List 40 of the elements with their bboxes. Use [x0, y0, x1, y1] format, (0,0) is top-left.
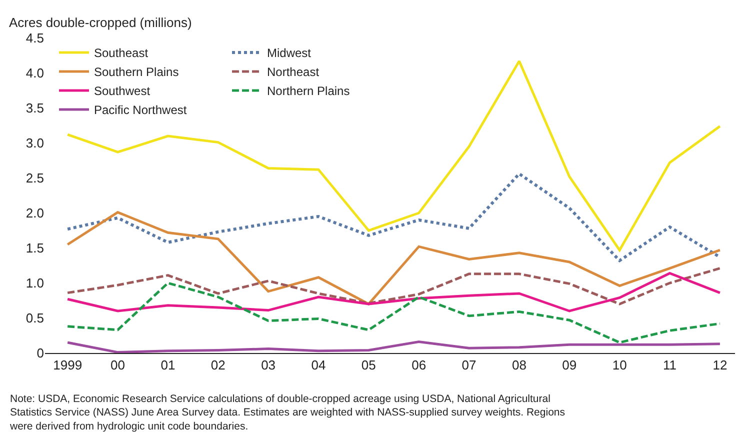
line-series [66, 267, 722, 306]
legend-label: Southeast [94, 46, 149, 60]
x-tick-label: 00 [110, 358, 125, 373]
x-tick-label: 05 [361, 358, 376, 373]
x-tick-label: 04 [311, 358, 326, 373]
x-tick-label: 08 [512, 358, 526, 373]
line-series [66, 340, 722, 353]
x-tick-label: 12 [712, 358, 728, 373]
y-tick-label: 1.0 [26, 276, 44, 291]
y-tick-label: 2.5 [26, 170, 44, 186]
x-tick-label: 02 [210, 358, 226, 373]
line-series [66, 172, 722, 262]
x-tick-label: 1999 [53, 358, 82, 373]
legend-label: Midwest [267, 46, 312, 60]
x-tick-label: 07 [462, 358, 476, 373]
y-tick-label: 0.5 [26, 310, 44, 326]
x-tick-label: 06 [412, 358, 426, 373]
legend-label: Northeast [267, 65, 320, 80]
line-series [66, 272, 722, 312]
y-tick-label: 3.5 [26, 100, 44, 116]
x-tick-label: 03 [261, 358, 276, 373]
x-tick-label: 09 [562, 358, 577, 373]
y-tick-label: 3.0 [26, 136, 44, 151]
text: Note: USDA, Economic Research Service calculations of double-cropped acreage using USDA, National Agricultural Statistics Service (NASS) June Area Survey data. Estimates are weighted with NASS-supplied survey weights. Regions were derived from hydrologic unit code boundaries. [9, 393, 565, 432]
line-series [66, 211, 722, 306]
x-tick-label: 10 [612, 358, 627, 373]
x-tick-label: 01 [160, 358, 176, 373]
y-tick-label: 4.5 [26, 30, 44, 46]
legend-label: Northern Plains [267, 84, 350, 98]
line-series [66, 282, 722, 344]
y-tick-label: 1.5 [26, 240, 44, 256]
y-tick-label: 2.0 [26, 206, 44, 221]
y-tick-label: 0 [36, 346, 44, 361]
legend-label: Southwest [94, 84, 151, 98]
x-tick-label: 11 [663, 358, 677, 373]
legend-label: Southern Plains [94, 65, 179, 80]
line-series [66, 60, 722, 252]
y-tick-label: 4.0 [26, 66, 44, 81]
legend-label: Pacific Northwest [94, 103, 188, 118]
y-axis-title: Acres double-cropped (millions) [9, 15, 192, 30]
